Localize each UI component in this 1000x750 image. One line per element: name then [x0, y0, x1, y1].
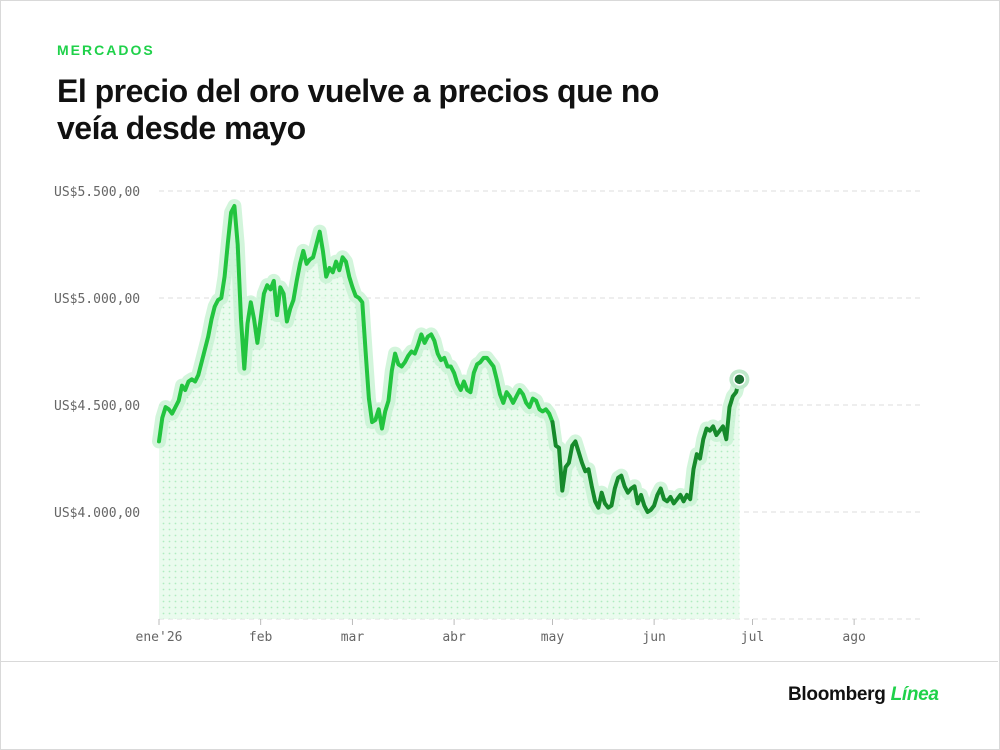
x-tick-label: ago [842, 630, 865, 645]
series-line-early [157, 204, 555, 444]
last-point-marker [733, 373, 746, 386]
gold-price-chart: US$4.000,00 US$4.500,00 US$5.000,00 US$5.50… [54, 185, 923, 645]
section-kicker: MERCADOS [57, 42, 155, 58]
y-tick-label: US$4.000,00 [54, 506, 140, 521]
plot-area [152, 199, 750, 619]
y-tick-label: US$4.500,00 [54, 399, 140, 414]
y-axis: US$4.000,00 US$4.500,00 US$5.000,00 US$5.50… [54, 185, 140, 521]
chart-title: El precio del oro vuelve a precios que n… [57, 73, 659, 146]
y-tick-label: US$5.500,00 [54, 185, 140, 200]
x-tick-label: jun [642, 630, 665, 645]
area-dot-pattern [159, 206, 740, 619]
x-tick-label: abr [442, 630, 466, 645]
x-tick-label: jul [741, 630, 764, 645]
x-axis: ene'26 feb mar abr may jun jul ago [136, 619, 866, 645]
brand-name: Bloomberg [788, 684, 886, 705]
series-line-late [550, 377, 742, 514]
brand-logo: Bloomberg Línea [788, 684, 939, 706]
x-tick-label: feb [249, 630, 273, 645]
x-tick-label: may [541, 630, 565, 645]
y-tick-label: US$5.000,00 [54, 292, 140, 307]
footer-divider [0, 661, 998, 662]
x-tick-label: mar [341, 630, 365, 645]
x-tick-label: ene'26 [136, 630, 183, 645]
brand-accent: Línea [890, 684, 939, 705]
